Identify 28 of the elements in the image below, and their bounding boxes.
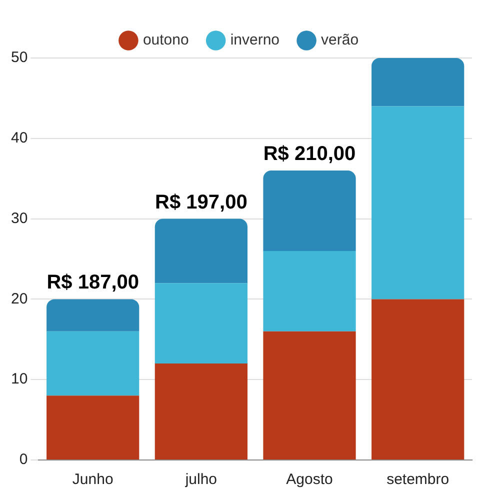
y-tick-label: 20: [10, 290, 28, 308]
bar: [46, 396, 140, 460]
bar: [263, 331, 356, 460]
bar: [263, 250, 356, 332]
x-tick-label: Agosto: [286, 471, 333, 488]
bar: [154, 364, 248, 460]
x-tick-label: Junho: [72, 471, 114, 488]
legend-label: verão: [321, 32, 359, 49]
bar: [372, 106, 464, 300]
legend-label: outono: [142, 32, 189, 49]
bar: [46, 331, 140, 396]
bar: [154, 218, 248, 284]
total-label: R$ 197,00: [155, 191, 248, 214]
legend-label: inverno: [230, 32, 280, 49]
total-label: R$ 187,00: [46, 272, 139, 294]
bar: [372, 299, 464, 460]
x-tick-label: setembro: [386, 471, 450, 488]
bar: [46, 299, 140, 332]
y-tick-label: 30: [10, 210, 28, 227]
y-tick-label: 40: [10, 130, 28, 147]
x-tick-label: julho: [184, 471, 218, 488]
bar: [372, 58, 464, 106]
bar: [263, 170, 356, 251]
y-tick-label: 10: [10, 370, 28, 388]
y-tick-label: 0: [19, 451, 28, 468]
y-tick-label: 50: [10, 49, 28, 66]
total-label: R$ 210,00: [263, 143, 356, 166]
bar: [154, 283, 248, 364]
